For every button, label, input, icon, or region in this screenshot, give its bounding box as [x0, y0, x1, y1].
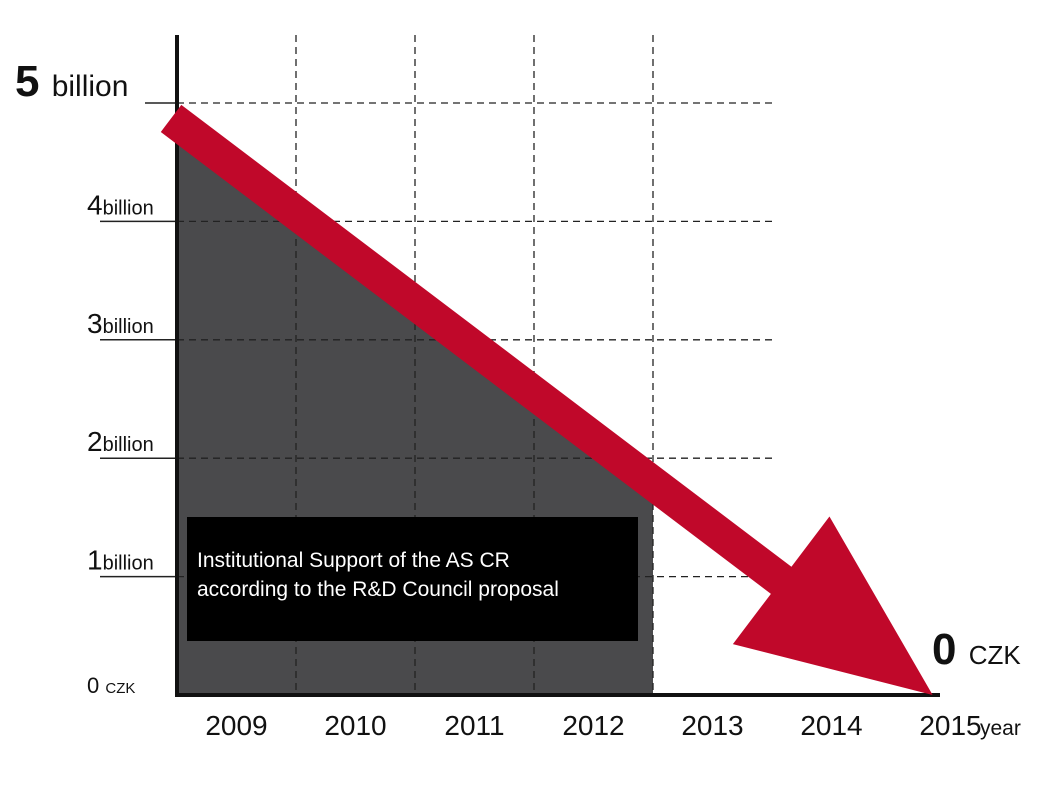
y-tick-label: 5 billion [15, 57, 128, 106]
arrow [160, 104, 933, 696]
y-tick-label: 2billion [87, 426, 154, 457]
legend-text: according to the R&D Council proposal [197, 578, 559, 601]
x-tick-label: 2009 [205, 710, 267, 741]
legend-text: Institutional Support of the AS CR [197, 549, 510, 572]
y-tick-label: 1billion [87, 545, 154, 576]
x-tick-label: 2012 [562, 710, 624, 741]
end-annotation: 0 CZK [932, 625, 1021, 674]
y-tick-label: 4billion [87, 189, 154, 220]
x-tick-label: 2010 [324, 710, 386, 741]
y-tick-label: 3billion [87, 308, 154, 339]
y-tick-label: 0 CZK [87, 673, 135, 698]
x-tick-label: 2015 [919, 710, 981, 741]
legend-box [187, 517, 638, 641]
x-tick-label: 2011 [444, 710, 504, 741]
x-tick-label: 2014 [800, 710, 862, 741]
x-tick-label: 2013 [681, 710, 743, 741]
x-axis-label: year [980, 717, 1021, 740]
